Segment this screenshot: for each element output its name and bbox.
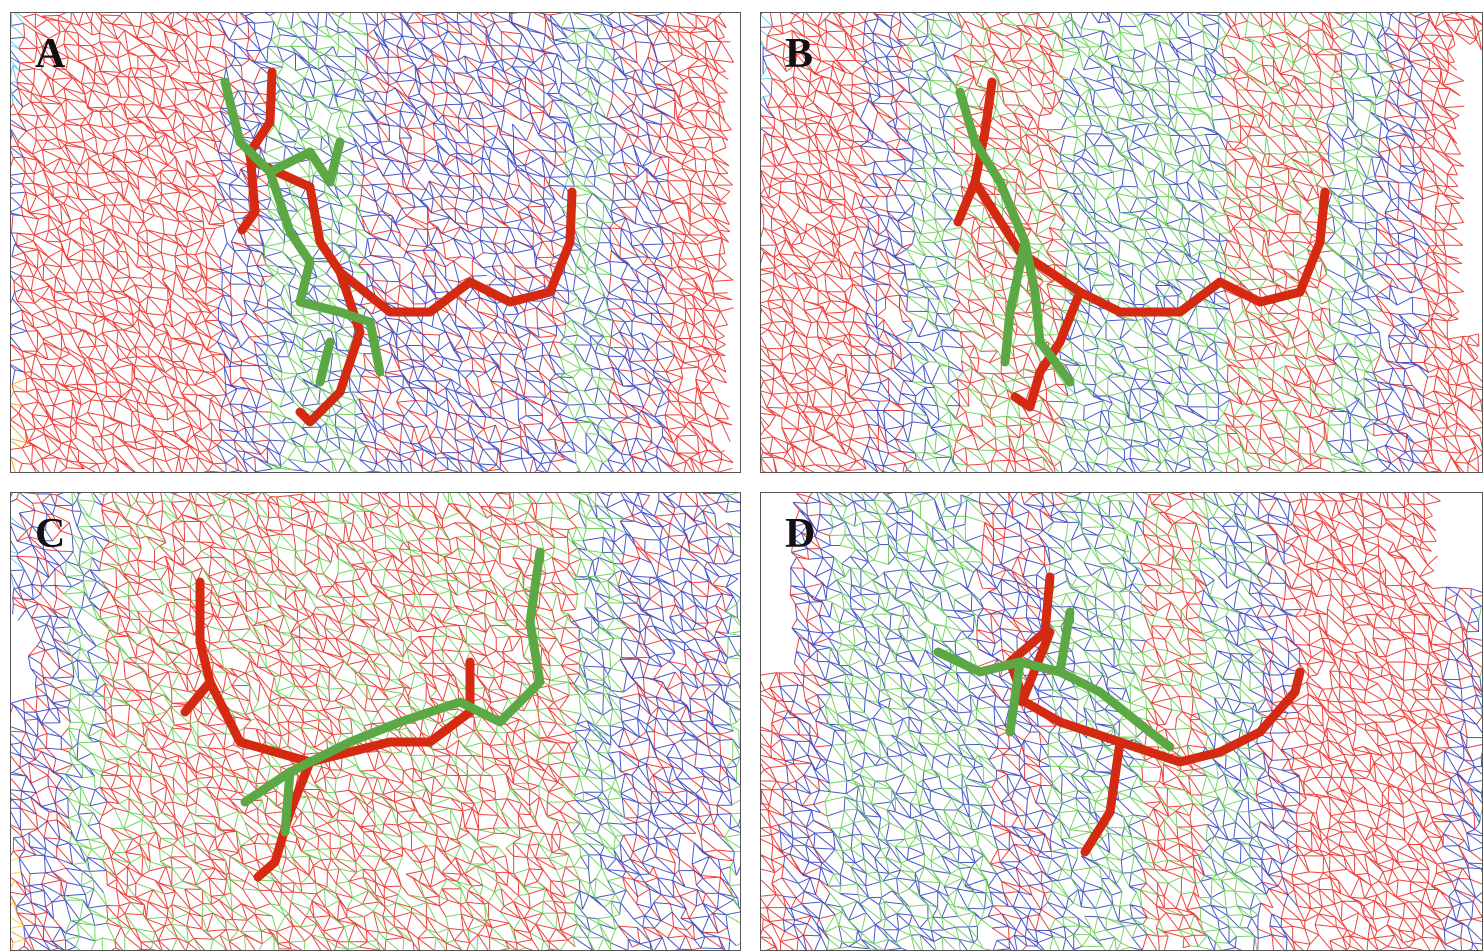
panel-label: B <box>785 31 813 77</box>
panel: B <box>755 7 1483 478</box>
page: ABCD (() => { const data = JSON.parse(do… <box>0 0 1483 951</box>
panel: D <box>755 487 1483 951</box>
panel: A <box>5 7 741 478</box>
panel-label: A <box>35 31 66 77</box>
mesh-lines <box>5 403 11 474</box>
figure: A B C D <box>0 0 1483 951</box>
panel: C <box>6 487 746 951</box>
panel-label: D <box>785 511 815 557</box>
green-ligand <box>285 772 290 832</box>
panel-label: C <box>35 511 65 557</box>
